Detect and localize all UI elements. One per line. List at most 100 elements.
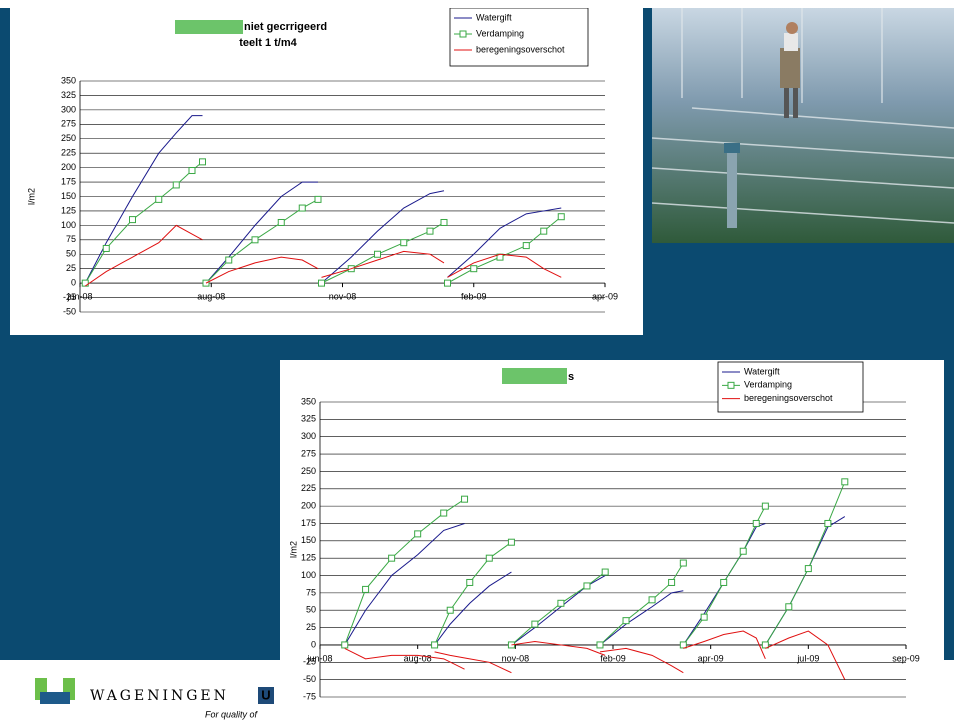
legend-label: beregeningsoverschot	[476, 44, 565, 54]
marker	[701, 614, 707, 620]
marker	[441, 219, 447, 225]
marker	[427, 228, 433, 234]
y-tick-label: 150	[301, 535, 316, 545]
y-tick-label: 0	[311, 639, 316, 649]
marker	[753, 520, 759, 526]
legend-label: Watergift	[476, 12, 512, 22]
logo: WAGENINGEN U For quality of	[0, 660, 280, 723]
legend-label: Verdamping	[744, 380, 792, 390]
marker	[173, 182, 179, 188]
logo-letter: U	[261, 687, 270, 702]
marker	[669, 579, 675, 585]
y-tick-label: 125	[61, 205, 76, 215]
marker	[319, 280, 325, 286]
marker	[602, 569, 608, 575]
logo-tagline: For quality of	[205, 709, 259, 719]
marker	[680, 642, 686, 648]
marker	[415, 531, 421, 537]
marker	[680, 560, 686, 566]
y-tick-label: 225	[301, 483, 316, 493]
marker	[584, 583, 590, 589]
y-tick-label: 50	[66, 249, 76, 259]
marker	[486, 555, 492, 561]
y-tick-label: 325	[61, 90, 76, 100]
y-tick-label: 25	[306, 622, 316, 632]
marker	[740, 548, 746, 554]
marker	[252, 237, 258, 243]
photo	[652, 8, 954, 243]
marker	[471, 266, 477, 272]
marker	[623, 618, 629, 624]
y-tick-label: -50	[303, 674, 316, 684]
marker	[762, 503, 768, 509]
x-tick-label: feb-09	[461, 292, 487, 302]
marker	[299, 205, 305, 211]
y-tick-label: 150	[61, 191, 76, 201]
marker	[189, 168, 195, 174]
legend-label: Verdamping	[476, 28, 524, 38]
logo-graphic: WAGENINGEN U For quality of	[0, 660, 280, 723]
marker	[103, 245, 109, 251]
y-tick-label: 125	[301, 553, 316, 563]
marker	[842, 479, 848, 485]
marker	[558, 600, 564, 606]
marker	[721, 579, 727, 585]
y-tick-label: 225	[61, 148, 76, 158]
marker	[363, 586, 369, 592]
y-tick-label: 75	[306, 587, 316, 597]
legend-label: beregeningsoverschot	[744, 393, 833, 403]
y-tick-label: 200	[301, 500, 316, 510]
marker	[130, 217, 136, 223]
marker	[786, 604, 792, 610]
marker	[523, 243, 529, 249]
marker	[467, 579, 473, 585]
y-tick-label: 275	[61, 119, 76, 129]
chart: s -75-50-2502550751001251501752002252502…	[280, 360, 944, 720]
marker	[82, 280, 88, 286]
marker	[441, 510, 447, 516]
redaction	[175, 20, 243, 34]
x-tick-label: jul-09	[796, 653, 819, 663]
marker	[558, 214, 564, 220]
legend-marker	[460, 31, 466, 37]
legend-marker	[728, 382, 734, 388]
marker	[805, 566, 811, 572]
y-tick-label: 100	[301, 570, 316, 580]
chart-title: s	[568, 371, 574, 383]
marker	[432, 642, 438, 648]
y-tick-label: 0	[71, 278, 76, 288]
chart-subtitle: teelt 1 t/m4	[239, 37, 297, 49]
y-tick-label: -50	[63, 306, 76, 316]
y-tick-label: 275	[301, 448, 316, 458]
series-line	[85, 162, 561, 283]
marker	[532, 621, 538, 627]
marker	[649, 597, 655, 603]
marker	[156, 196, 162, 202]
y-tick-label: 50	[306, 605, 316, 615]
y-axis-title: l/m2	[26, 188, 36, 205]
y-tick-label: -75	[303, 691, 316, 701]
x-tick-label: nov-08	[329, 292, 357, 302]
y-tick-label: 175	[301, 518, 316, 528]
x-tick-label: aug-08	[404, 653, 432, 663]
marker	[508, 539, 514, 545]
marker	[375, 251, 381, 257]
redaction	[502, 368, 567, 384]
y-tick-label: 250	[61, 133, 76, 143]
x-tick-label: aug-08	[197, 292, 225, 302]
y-tick-label: 300	[301, 431, 316, 441]
chart: niet gecrrigeerd teelt 1 t/m4 -50-250255…	[10, 8, 643, 335]
logo-name: WAGENINGEN	[90, 688, 229, 704]
marker	[401, 240, 407, 246]
marker	[541, 228, 547, 234]
y-tick-label: 250	[301, 466, 316, 476]
y-tick-label: 100	[61, 220, 76, 230]
y-tick-label: 350	[61, 75, 76, 85]
y-tick-label: 350	[301, 396, 316, 406]
marker	[389, 555, 395, 561]
marker	[200, 159, 206, 165]
y-tick-label: 200	[61, 162, 76, 172]
marker	[315, 196, 321, 202]
marker	[825, 520, 831, 526]
y-axis-title: l/m2	[288, 541, 298, 558]
